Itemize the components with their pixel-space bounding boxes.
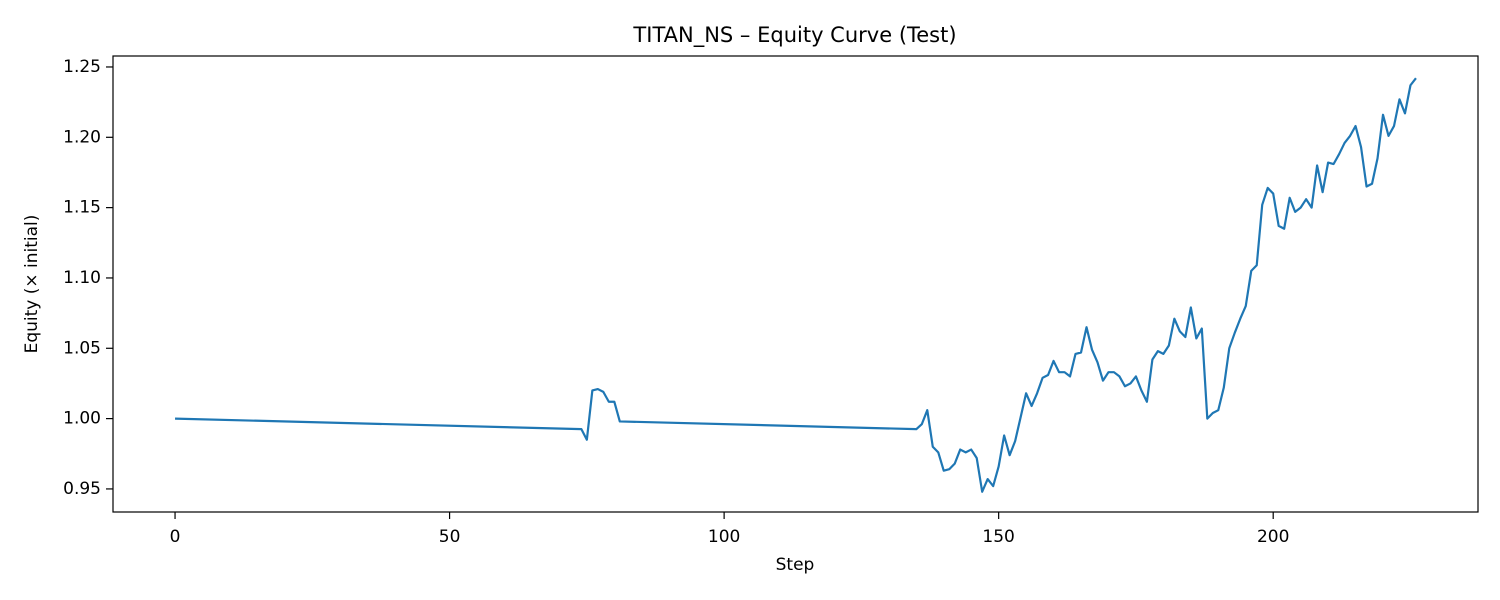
y-tick-label: 1.15	[63, 198, 101, 218]
line-series	[175, 77, 1417, 493]
y-tick-label: 1.10	[63, 268, 101, 288]
chart-title: TITAN_NS – Equity Curve (Test)	[632, 23, 956, 48]
x-tick-label: 150	[982, 527, 1014, 547]
y-tick-label: 1.25	[63, 57, 101, 77]
x-tick-label: 0	[170, 527, 181, 547]
x-tick-label: 200	[1257, 527, 1289, 547]
y-tick-label: 1.20	[63, 127, 101, 147]
x-tick-label: 50	[439, 527, 461, 547]
y-tick-label: 1.05	[63, 338, 101, 358]
x-axis-label: Step	[776, 555, 815, 575]
plot-frame	[112, 55, 1479, 513]
y-axis-label: Equity (× initial)	[22, 215, 42, 354]
x-tick-label: 100	[708, 527, 740, 547]
y-tick-label: 0.95	[63, 479, 101, 499]
y-tick-label: 1.00	[63, 409, 101, 429]
